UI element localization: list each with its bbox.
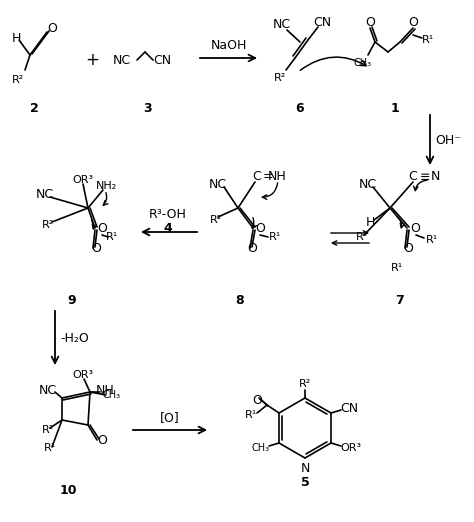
- Text: R¹: R¹: [44, 443, 56, 453]
- Text: OH⁻: OH⁻: [435, 134, 461, 147]
- Text: O: O: [403, 242, 413, 255]
- Text: CH₃: CH₃: [354, 58, 372, 68]
- Text: -H₂O: -H₂O: [60, 331, 89, 345]
- FancyArrowPatch shape: [91, 220, 97, 229]
- Text: H: H: [365, 216, 374, 229]
- Text: R²: R²: [299, 379, 311, 389]
- Text: O: O: [247, 242, 257, 255]
- Text: NC: NC: [36, 188, 54, 201]
- Text: NH: NH: [268, 171, 286, 184]
- Text: 4: 4: [164, 221, 173, 234]
- Text: O: O: [255, 221, 265, 234]
- Text: 6: 6: [296, 101, 304, 114]
- Text: R¹: R¹: [106, 232, 118, 242]
- Text: R²: R²: [42, 220, 54, 230]
- Text: CN: CN: [340, 401, 358, 414]
- FancyArrowPatch shape: [252, 218, 256, 228]
- Text: [O]: [O]: [160, 411, 180, 424]
- Text: R¹: R¹: [426, 235, 438, 245]
- FancyArrowPatch shape: [414, 180, 427, 191]
- Text: C: C: [409, 171, 418, 184]
- Text: R²: R²: [42, 425, 54, 435]
- Text: O: O: [97, 433, 107, 446]
- Text: +: +: [85, 51, 99, 69]
- Text: R¹: R¹: [269, 232, 281, 242]
- Text: NC: NC: [273, 18, 291, 31]
- Text: 2: 2: [29, 101, 38, 114]
- Text: NC: NC: [39, 384, 57, 397]
- Text: 8: 8: [236, 293, 244, 306]
- Text: 9: 9: [68, 293, 76, 306]
- Text: H: H: [11, 31, 21, 44]
- FancyArrowPatch shape: [262, 183, 278, 199]
- Text: 7: 7: [396, 293, 404, 306]
- Text: OR³: OR³: [73, 370, 93, 380]
- Text: O: O: [408, 16, 418, 29]
- Text: OR³: OR³: [73, 175, 93, 185]
- Text: N: N: [301, 461, 310, 474]
- Text: R¹: R¹: [422, 35, 434, 45]
- Text: R¹: R¹: [391, 263, 403, 273]
- Text: O: O: [97, 221, 107, 234]
- Text: R²: R²: [274, 73, 286, 83]
- Text: CN: CN: [153, 53, 171, 66]
- Text: R²: R²: [210, 215, 222, 225]
- Text: O: O: [365, 16, 375, 29]
- FancyArrowPatch shape: [397, 217, 404, 228]
- Text: CH₃: CH₃: [103, 390, 121, 400]
- FancyArrowPatch shape: [103, 193, 108, 205]
- Text: 3: 3: [144, 101, 152, 114]
- Text: NH: NH: [96, 384, 114, 397]
- FancyArrowPatch shape: [300, 57, 366, 70]
- Text: CN: CN: [313, 16, 331, 29]
- Text: C: C: [253, 171, 261, 184]
- Text: O: O: [410, 221, 420, 234]
- Text: CH₃: CH₃: [252, 443, 270, 453]
- Text: R³-OH: R³-OH: [149, 208, 187, 221]
- Text: 10: 10: [59, 483, 77, 496]
- Text: 1: 1: [391, 101, 400, 114]
- Text: N: N: [430, 171, 440, 184]
- Text: ≡: ≡: [420, 171, 430, 184]
- Text: R¹: R¹: [245, 410, 257, 420]
- Text: R²: R²: [12, 75, 24, 85]
- Text: O: O: [47, 21, 57, 34]
- Text: NC: NC: [209, 179, 227, 192]
- Text: O: O: [91, 242, 101, 255]
- Text: R²: R²: [356, 232, 368, 242]
- Text: NaOH: NaOH: [210, 39, 246, 52]
- Text: =: =: [263, 171, 273, 184]
- Text: NH₂: NH₂: [96, 181, 118, 191]
- Text: NC: NC: [359, 179, 377, 192]
- Text: O: O: [252, 395, 262, 408]
- Text: 5: 5: [301, 477, 310, 490]
- Text: OR³: OR³: [340, 443, 362, 453]
- Text: NC: NC: [113, 53, 131, 66]
